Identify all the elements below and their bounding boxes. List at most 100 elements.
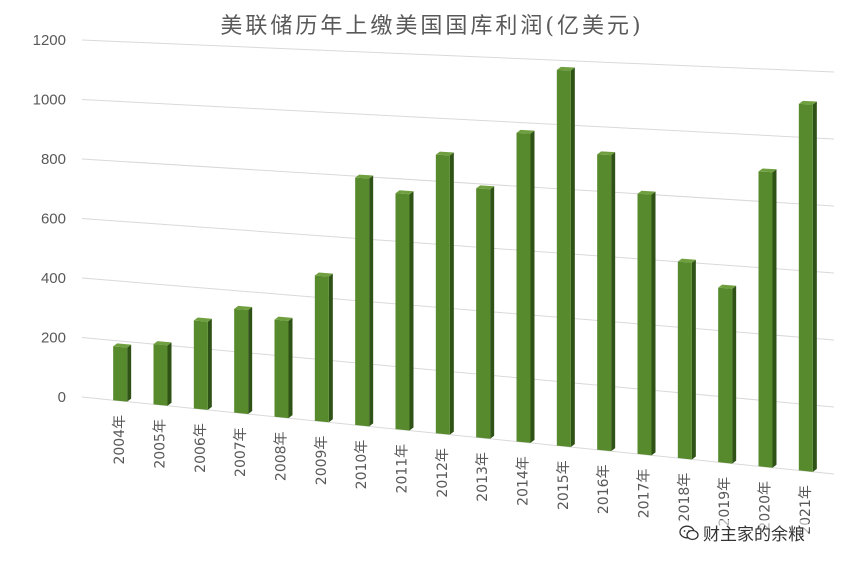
y-tick-label: 1200 <box>33 32 66 49</box>
y-tick-label: 1000 <box>33 92 66 109</box>
bar <box>798 100 817 472</box>
bar-top <box>234 305 253 311</box>
bar-top <box>637 190 656 195</box>
bar <box>193 317 212 410</box>
x-tick-label: 2008年 <box>274 431 290 481</box>
bar-top <box>556 66 575 71</box>
bar <box>516 129 535 443</box>
bar <box>677 258 696 460</box>
bar-front <box>355 177 370 427</box>
y-tick-label: 400 <box>41 270 66 287</box>
bar-side <box>530 130 535 443</box>
bar-front <box>556 69 571 448</box>
bar <box>355 174 374 427</box>
y-tick-label: 200 <box>41 330 66 347</box>
x-tick-label: 2019年 <box>717 477 733 527</box>
bar-side <box>288 317 293 419</box>
x-tick-label: 2009年 <box>314 436 330 486</box>
bar <box>597 151 616 452</box>
bar-side <box>490 186 495 439</box>
x-tick-label: 2005年 <box>153 419 169 469</box>
bar-top <box>153 341 172 346</box>
y-axis-ticks: 0 200 400 600 800 1000 1200 <box>33 32 66 406</box>
bar <box>476 185 495 439</box>
bar <box>113 343 132 402</box>
bar-front <box>798 103 813 472</box>
watermark: 财主家的余粮 <box>676 520 808 545</box>
bar-top <box>476 185 495 190</box>
gridline <box>81 39 835 73</box>
bar-top <box>395 190 414 195</box>
bar-side <box>651 191 656 456</box>
y-tick-label: 0 <box>58 389 66 406</box>
bar <box>556 66 575 448</box>
bar-side <box>772 169 777 468</box>
bar-front <box>637 193 652 456</box>
x-tick-label: 2004年 <box>112 415 128 465</box>
x-tick-label: 2014年 <box>516 456 532 506</box>
bar-front <box>153 344 168 406</box>
x-axis-ticks: 2004年 2005年 2006年 2007年 2008年 2009年 2010年 2011年… <box>112 415 814 535</box>
bar-front <box>718 287 733 464</box>
bar <box>234 305 253 415</box>
bar-side <box>449 152 454 435</box>
bar-side <box>328 273 333 423</box>
bar-top <box>314 272 333 277</box>
bar-front <box>516 132 531 443</box>
bar-side <box>409 191 414 431</box>
bar <box>314 272 333 423</box>
wechat-icon <box>679 525 699 540</box>
x-tick-label: 2020年 <box>758 481 774 531</box>
gridline <box>81 396 835 475</box>
bar-top <box>718 284 737 289</box>
bars <box>113 66 817 472</box>
bar-top <box>113 343 132 348</box>
x-tick-label: 2015年 <box>556 460 572 510</box>
bar <box>637 190 656 456</box>
bar-side <box>691 259 696 460</box>
chart-title: 美联储历年上缴美国国库利润(亿美元) <box>220 14 644 39</box>
bar-front <box>113 346 128 402</box>
bar-front <box>597 154 612 452</box>
x-tick-label: 2017年 <box>637 469 653 519</box>
bar-side <box>127 344 132 402</box>
bar-top <box>798 100 817 105</box>
bar-top <box>193 317 212 322</box>
bar <box>435 151 454 435</box>
bar-front <box>677 261 692 460</box>
gridline <box>81 158 835 207</box>
gridline <box>81 99 835 140</box>
bar-side <box>611 152 616 452</box>
bar-top <box>435 151 454 156</box>
bar-side <box>732 285 737 464</box>
bar-top <box>597 151 616 156</box>
x-tick-label: 2016年 <box>596 464 612 514</box>
bar <box>718 284 737 464</box>
bar-side <box>369 175 374 427</box>
watermark-text: 财主家的余粮 <box>703 525 805 545</box>
bar <box>153 341 172 406</box>
bar <box>274 316 293 419</box>
bar-side <box>570 67 575 448</box>
x-tick-label: 2010年 <box>354 440 370 490</box>
gridline <box>81 277 835 341</box>
bar-front <box>758 171 773 468</box>
x-tick-label: 2018年 <box>677 473 693 523</box>
bar-front <box>193 320 208 410</box>
y-tick-label: 800 <box>41 151 66 168</box>
gridline <box>81 218 835 274</box>
bar-top <box>355 174 374 179</box>
bar-top <box>274 316 293 321</box>
bar-front <box>476 188 491 439</box>
y-tick-label: 600 <box>41 211 66 228</box>
bar-front <box>395 193 410 431</box>
x-tick-label: 2011年 <box>395 444 411 494</box>
bar-front <box>314 275 329 423</box>
bar-front <box>435 154 450 435</box>
bar-side <box>248 307 253 415</box>
bar-front <box>274 319 289 419</box>
bar-side <box>167 342 172 406</box>
bar-side <box>812 101 817 472</box>
x-tick-label: 2007年 <box>233 427 249 477</box>
